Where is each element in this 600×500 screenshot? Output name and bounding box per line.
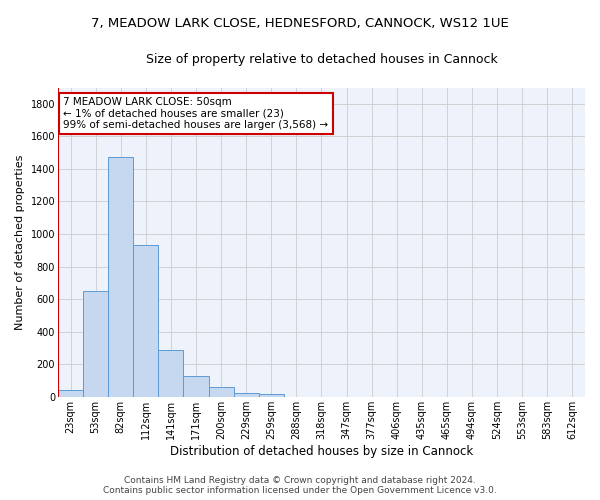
Y-axis label: Number of detached properties: Number of detached properties: [15, 154, 25, 330]
Bar: [158, 350, 184, 397]
X-axis label: Distribution of detached houses by size in Cannock: Distribution of detached houses by size …: [170, 444, 473, 458]
Text: 7 MEADOW LARK CLOSE: 50sqm
← 1% of detached houses are smaller (23)
99% of semi-: 7 MEADOW LARK CLOSE: 50sqm ← 1% of detac…: [63, 97, 328, 130]
Text: Contains HM Land Registry data © Crown copyright and database right 2024.
Contai: Contains HM Land Registry data © Crown c…: [103, 476, 497, 495]
Bar: [83, 291, 108, 397]
Bar: [233, 392, 259, 397]
Bar: [108, 158, 133, 397]
Bar: [259, 394, 284, 397]
Title: Size of property relative to detached houses in Cannock: Size of property relative to detached ho…: [146, 52, 497, 66]
Bar: [184, 376, 209, 397]
Bar: [133, 244, 158, 397]
Text: 7, MEADOW LARK CLOSE, HEDNESFORD, CANNOCK, WS12 1UE: 7, MEADOW LARK CLOSE, HEDNESFORD, CANNOC…: [91, 18, 509, 30]
Bar: [58, 390, 83, 397]
Bar: [209, 387, 233, 397]
